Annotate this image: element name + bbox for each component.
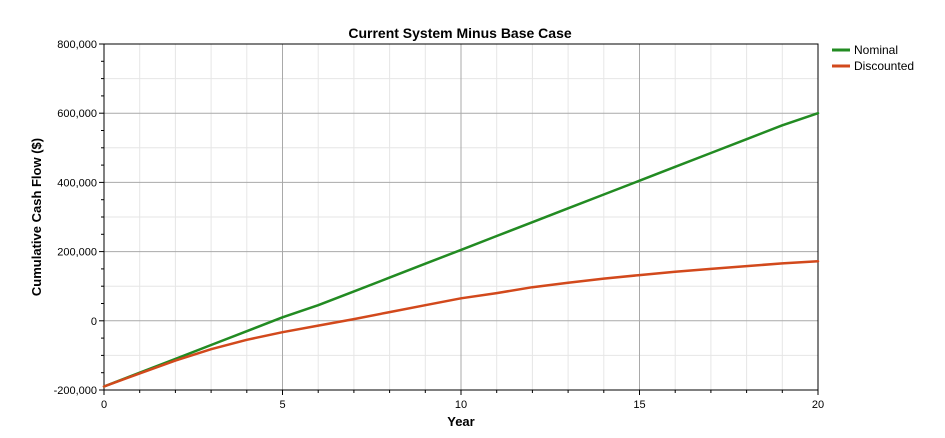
y-tick-label: 200,000	[57, 247, 97, 259]
y-axis-tick-labels: -200,000 0 200,000 400,000 600,000 800,000	[54, 39, 97, 397]
y-tick-label: 600,000	[57, 108, 97, 120]
chart-title: Current System Minus Base Case	[348, 25, 572, 41]
x-tick-label: 0	[101, 399, 107, 411]
x-tick-label: 10	[455, 399, 467, 411]
series-line-nominal	[102, 111, 820, 388]
legend: Nominal Discounted	[832, 43, 914, 73]
x-tick-label: 5	[279, 399, 285, 411]
y-tick-label: 0	[91, 316, 97, 328]
x-tick-label: 15	[633, 399, 645, 411]
x-axis-tick-labels: 0 5 10 15 20	[101, 399, 824, 411]
legend-label-nominal: Nominal	[854, 43, 898, 57]
series-lines	[102, 111, 820, 388]
x-tick-label: 20	[812, 399, 824, 411]
y-tick-label: 400,000	[57, 177, 97, 189]
x-axis-title: Year	[447, 414, 474, 429]
y-tick-label: -200,000	[54, 385, 97, 397]
legend-label-discounted: Discounted	[854, 59, 914, 73]
y-axis-title: Cumulative Cash Flow ($)	[29, 138, 44, 296]
axis-ticks	[99, 43, 819, 395]
series-line-discounted	[102, 260, 820, 388]
y-tick-label: 800,000	[57, 39, 97, 51]
